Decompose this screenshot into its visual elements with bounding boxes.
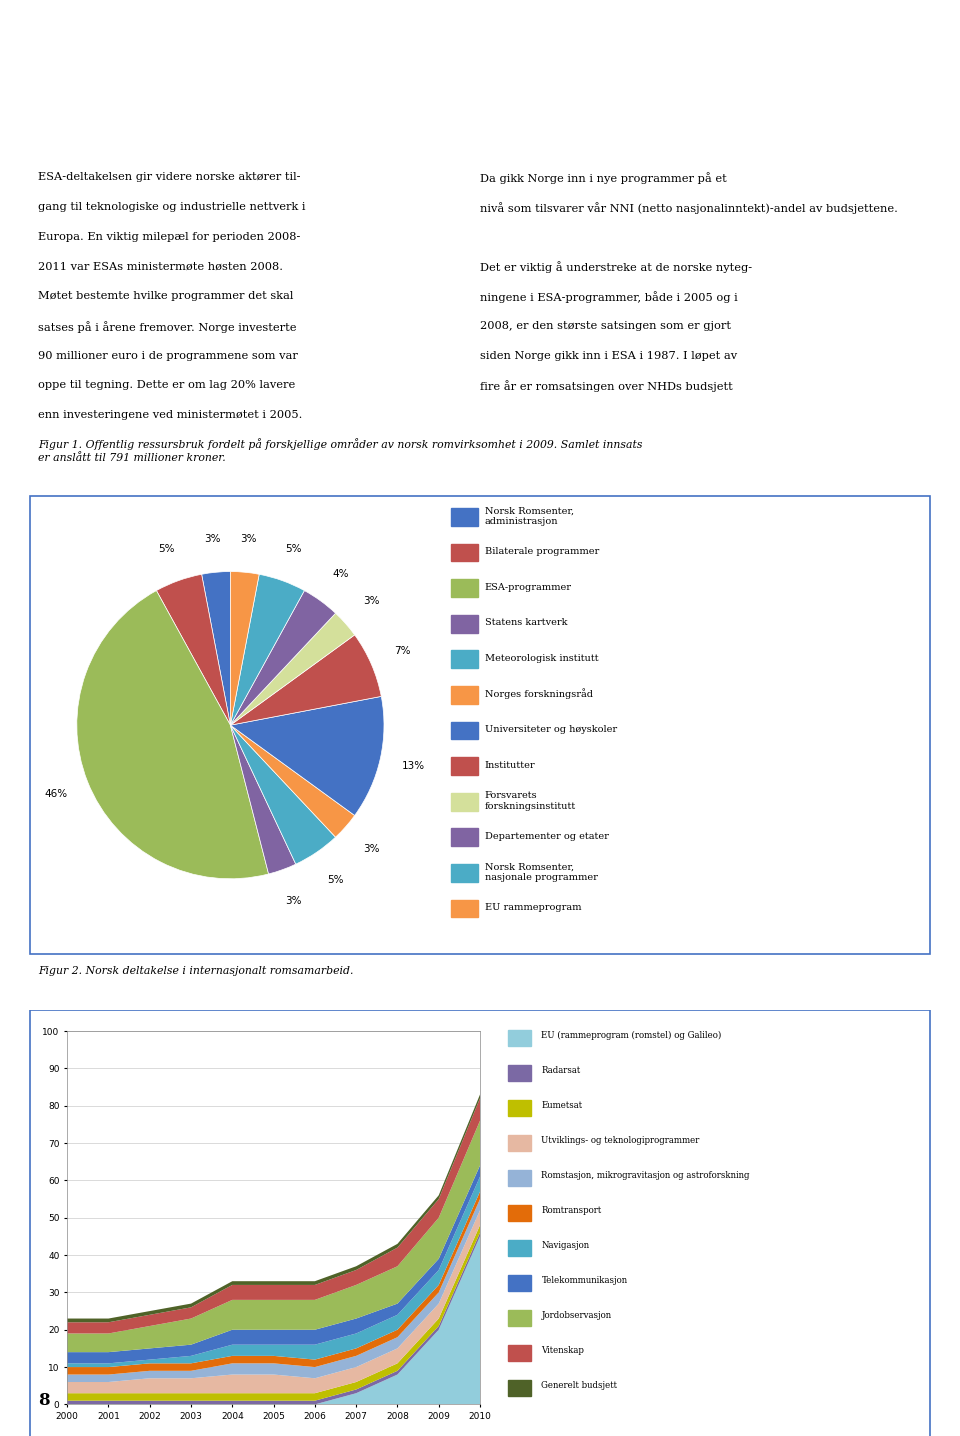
Text: 3%: 3% — [204, 534, 221, 544]
Text: Statens kartverk: Statens kartverk — [485, 619, 567, 628]
Text: 7%: 7% — [395, 646, 411, 656]
Text: fire år er romsatsingen over NHDs budsjett: fire år er romsatsingen over NHDs budsje… — [480, 381, 732, 392]
Text: nivå som tilsvarer vår NNI (netto nasjonalinntekt)-andel av budsjettene.: nivå som tilsvarer vår NNI (netto nasjon… — [480, 202, 898, 214]
Text: Norsk Romsenter,
administrasjon: Norsk Romsenter, administrasjon — [485, 507, 574, 526]
Text: 3%: 3% — [363, 596, 379, 606]
Text: oppe til tegning. Dette er om lag 20% lavere: oppe til tegning. Dette er om lag 20% la… — [38, 381, 296, 391]
Bar — [451, 508, 478, 526]
Bar — [508, 1310, 531, 1325]
Text: Norges forskningsråd: Norges forskningsråd — [485, 689, 592, 699]
Text: Vitenskap: Vitenskap — [541, 1346, 585, 1356]
Wedge shape — [77, 590, 269, 879]
Text: EU (rammeprogram (romstel) og Galileo): EU (rammeprogram (romstel) og Galileo) — [541, 1031, 722, 1041]
Bar — [451, 757, 478, 775]
Text: enn investeringene ved ministermøtet i 2005.: enn investeringene ved ministermøtet i 2… — [38, 411, 302, 421]
FancyBboxPatch shape — [30, 495, 930, 955]
Text: Møtet bestemte hvilke programmer det skal: Møtet bestemte hvilke programmer det ska… — [38, 292, 294, 302]
Text: Telekommunikasjon: Telekommunikasjon — [541, 1277, 628, 1285]
Text: Norsk Romsenter,
nasjonale programmer: Norsk Romsenter, nasjonale programmer — [485, 863, 598, 882]
Wedge shape — [230, 574, 304, 725]
Text: 13%: 13% — [401, 761, 425, 771]
Text: Forsvarets
forskningsinstitutt: Forsvarets forskningsinstitutt — [485, 791, 576, 810]
Bar — [451, 686, 478, 704]
Bar — [508, 1170, 531, 1186]
Text: gang til teknologiske og industrielle nettverk i: gang til teknologiske og industrielle ne… — [38, 202, 306, 213]
Text: 2008, er den største satsingen som er gjort: 2008, er den største satsingen som er gj… — [480, 322, 731, 330]
Bar — [451, 544, 478, 561]
Text: 5%: 5% — [158, 544, 175, 554]
Bar — [451, 722, 478, 740]
Text: Utviklings- og teknologiprogrammer: Utviklings- og teknologiprogrammer — [541, 1136, 700, 1146]
Wedge shape — [230, 696, 384, 816]
Wedge shape — [230, 572, 259, 725]
Text: Europa. En viktig milepæl for perioden 2008-: Europa. En viktig milepæl for perioden 2… — [38, 231, 300, 241]
Bar — [508, 1066, 531, 1081]
Wedge shape — [230, 725, 336, 864]
Text: Romstasjon, mikrogravitasjon og astroforskning: Romstasjon, mikrogravitasjon og astrofor… — [541, 1172, 750, 1180]
Text: siden Norge gikk inn i ESA i 1987. I løpet av: siden Norge gikk inn i ESA i 1987. I løp… — [480, 350, 737, 360]
Text: Det er viktig å understreke at de norske nyteg-: Det er viktig å understreke at de norske… — [480, 261, 752, 273]
Text: ESA-deltakelsen gir videre norske aktører til-: ESA-deltakelsen gir videre norske aktøre… — [38, 172, 300, 182]
Bar — [508, 1344, 531, 1361]
Text: Departementer og etater: Departementer og etater — [485, 831, 609, 841]
Text: Romtransport: Romtransport — [541, 1206, 602, 1215]
Bar — [508, 1205, 531, 1221]
Text: 5%: 5% — [286, 544, 302, 554]
Text: satses på i årene fremover. Norge investerte: satses på i årene fremover. Norge invest… — [38, 322, 297, 333]
Bar — [451, 900, 478, 918]
FancyBboxPatch shape — [30, 1010, 930, 1436]
Wedge shape — [156, 574, 230, 725]
Text: 4%: 4% — [332, 569, 348, 579]
Text: ningene i ESA-programmer, både i 2005 og i: ningene i ESA-programmer, både i 2005 og… — [480, 292, 737, 303]
Wedge shape — [230, 590, 336, 725]
Bar — [508, 1380, 531, 1396]
Text: Figur 2. Norsk deltakelse i internasjonalt romsamarbeid.: Figur 2. Norsk deltakelse i internasjona… — [38, 966, 354, 976]
Text: Jordobservasjon: Jordobservasjon — [541, 1311, 612, 1320]
Text: 2011 var ESAs ministermøte høsten 2008.: 2011 var ESAs ministermøte høsten 2008. — [38, 261, 283, 271]
Bar — [508, 1275, 531, 1291]
Text: Meteorologisk institutt: Meteorologisk institutt — [485, 653, 598, 663]
Wedge shape — [230, 635, 381, 725]
Text: Generelt budsjett: Generelt budsjett — [541, 1381, 617, 1390]
Wedge shape — [230, 725, 354, 837]
Wedge shape — [230, 725, 296, 875]
Text: Da gikk Norge inn i nye programmer på et: Da gikk Norge inn i nye programmer på et — [480, 172, 727, 184]
Text: 3%: 3% — [286, 896, 302, 906]
Bar — [451, 864, 478, 882]
Text: Bilaterale programmer: Bilaterale programmer — [485, 547, 599, 556]
Bar — [451, 579, 478, 597]
Text: Figur 1. Offentlig ressursbruk fordelt på forskjellige områder av norsk romvirks: Figur 1. Offentlig ressursbruk fordelt p… — [38, 438, 643, 462]
Bar — [451, 651, 478, 668]
Text: 46%: 46% — [44, 790, 68, 800]
Text: 90 millioner euro i de programmene som var: 90 millioner euro i de programmene som v… — [38, 350, 299, 360]
Wedge shape — [230, 613, 354, 725]
Text: ESA-programmer: ESA-programmer — [485, 583, 572, 592]
Bar — [451, 615, 478, 633]
Text: 3%: 3% — [240, 534, 256, 544]
Wedge shape — [202, 572, 230, 725]
Text: Navigasjon: Navigasjon — [541, 1241, 589, 1251]
Bar — [508, 1134, 531, 1150]
Bar — [451, 793, 478, 811]
Bar — [508, 1239, 531, 1255]
Text: Eumetsat: Eumetsat — [541, 1101, 583, 1110]
Bar — [508, 1100, 531, 1116]
Bar — [508, 1030, 531, 1045]
Text: 5%: 5% — [327, 875, 344, 885]
Text: Institutter: Institutter — [485, 761, 536, 770]
Text: Radarsat: Radarsat — [541, 1067, 581, 1076]
Text: 8: 8 — [38, 1391, 50, 1409]
Bar — [451, 829, 478, 846]
Text: 3%: 3% — [363, 844, 379, 854]
Text: EU rammeprogram: EU rammeprogram — [485, 903, 582, 912]
Text: Universiteter og høyskoler: Universiteter og høyskoler — [485, 725, 617, 734]
